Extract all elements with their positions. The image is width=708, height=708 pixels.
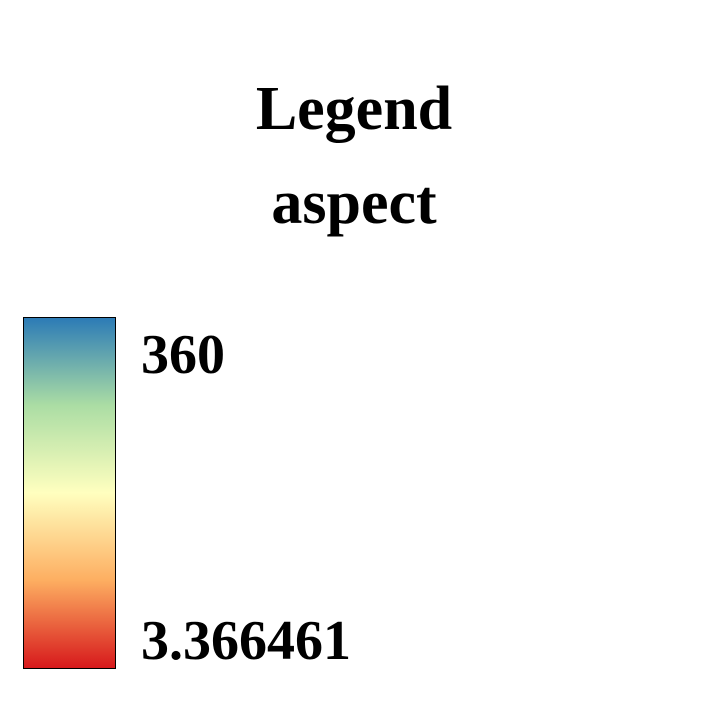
color-ramp: [23, 317, 116, 669]
ramp-max-label: 360: [141, 324, 225, 386]
legend-subtitle: aspect: [271, 169, 437, 237]
legend-title: Legend: [255, 75, 453, 143]
ramp-min-label: 3.366461: [141, 610, 351, 672]
